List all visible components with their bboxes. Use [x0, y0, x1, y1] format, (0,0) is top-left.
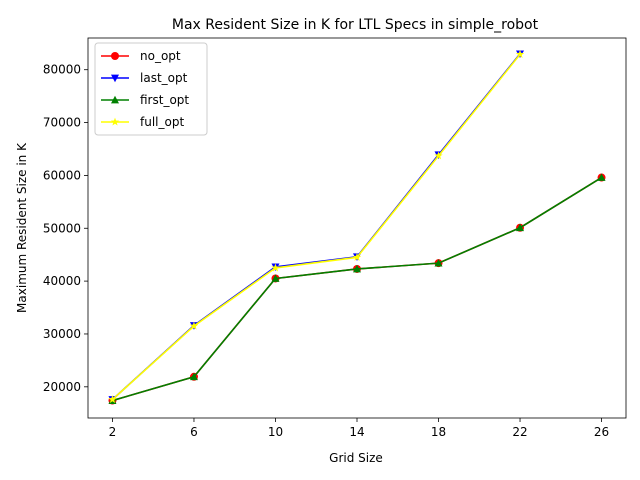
x-axis-label: Grid Size: [329, 451, 383, 465]
legend-label: no_opt: [140, 49, 181, 63]
x-tick-label: 18: [431, 425, 446, 439]
x-tick-label: 6: [190, 425, 198, 439]
legend-item-no_opt: no_opt: [101, 49, 181, 63]
chart-title: Max Resident Size in K for LTL Specs in …: [172, 17, 539, 33]
legend-label: full_opt: [140, 115, 184, 129]
y-tick-label: 40000: [43, 274, 81, 288]
first_opt-point: [434, 258, 443, 267]
x-tick-label: 14: [349, 425, 364, 439]
first_opt-point: [353, 264, 361, 273]
x-tick-label: 26: [594, 425, 609, 439]
plot-area: [108, 49, 606, 405]
x-tick-label: 2: [109, 425, 117, 439]
legend-marker: [111, 95, 119, 104]
full_opt-point: [352, 252, 362, 261]
y-tick-label: 60000: [43, 168, 81, 182]
y-tick-label: 30000: [43, 327, 81, 341]
legend: no_opt last_opt first_opt full_opt: [94, 42, 208, 136]
full_opt-point: [434, 151, 443, 160]
legend-item-last_opt: last_opt: [101, 71, 188, 85]
full_opt-point: [108, 395, 117, 404]
x-tick-label: 22: [512, 425, 527, 439]
series-full_opt: [108, 49, 525, 404]
first_opt-line: [112, 176, 602, 402]
full_opt-point: [189, 321, 199, 330]
first_opt-point: [189, 372, 198, 381]
legend-item-first_opt: first_opt: [101, 93, 189, 107]
y-axis: 20000 30000 40000 50000 60000 70000 80000: [43, 63, 88, 394]
legend-label: last_opt: [140, 71, 188, 85]
first_opt-point: [516, 223, 525, 232]
full_opt-point: [271, 263, 280, 272]
legend-marker: [111, 52, 119, 60]
first_opt-point: [597, 173, 606, 181]
series-no_opt: [108, 173, 606, 405]
x-tick-label: 10: [268, 425, 283, 439]
legend-box: [94, 42, 208, 136]
y-tick-label: 50000: [43, 221, 81, 235]
legend-label: first_opt: [140, 93, 189, 107]
y-tick-label: 20000: [43, 380, 81, 394]
no_opt-line: [112, 176, 602, 402]
y-tick-label: 80000: [43, 63, 81, 77]
full_opt-point: [515, 49, 525, 58]
legend-marker: [111, 74, 119, 83]
y-tick-label: 70000: [43, 116, 81, 130]
legend-marker: [110, 117, 120, 126]
y-axis-label: Maximum Resident Size in K: [15, 142, 29, 313]
full_opt-line: [111, 53, 521, 401]
legend-item-full_opt: full_opt: [101, 115, 184, 129]
series-first_opt: [108, 173, 606, 404]
first_opt-point: [271, 274, 280, 282]
x-axis: 2 6 10 14 18 22 26: [109, 418, 609, 439]
